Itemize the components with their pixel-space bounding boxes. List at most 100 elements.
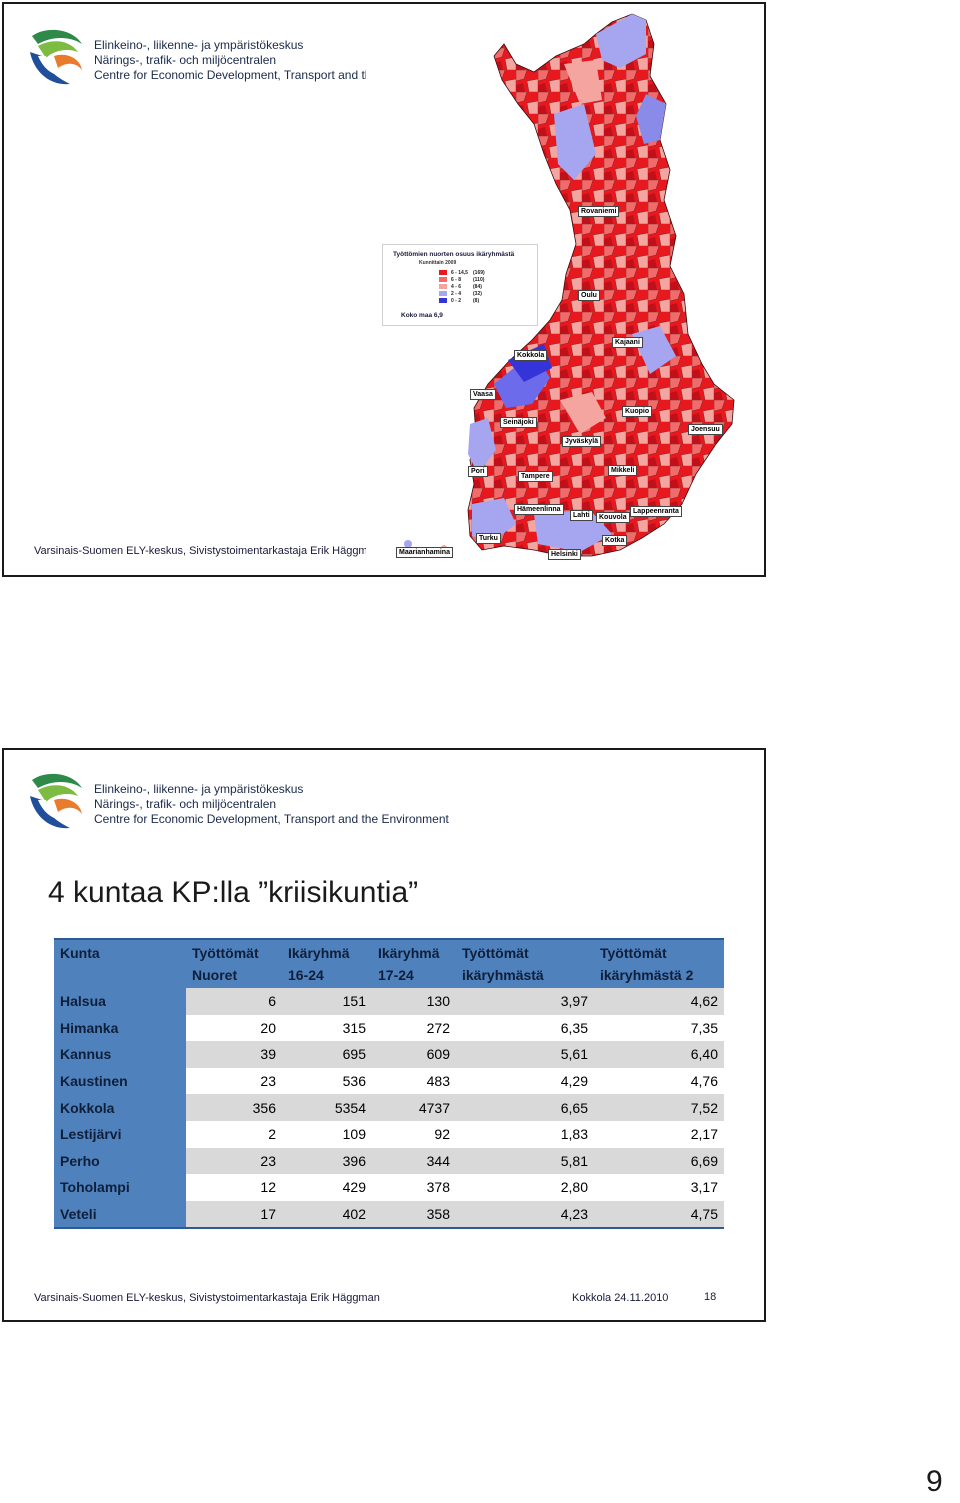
map-region-lapland-west	[554, 104, 596, 180]
map-region-northeast	[636, 94, 666, 144]
table-cell: Halsua	[54, 988, 186, 1015]
legend-total: Koko maa 6,9	[401, 312, 443, 319]
table-cell: Veteli	[54, 1200, 186, 1229]
legend-swatch	[439, 270, 447, 275]
map-legend: Työttömien nuorten osuus ikäryhmästä Kun…	[382, 244, 538, 326]
table-cell: 315	[282, 1014, 372, 1042]
table-cell: 6,69	[594, 1147, 724, 1175]
column-header: Työttömät Nuoret	[186, 938, 282, 988]
org-name-fi: Elinkeino-, liikenne- ja ympäristökeskus	[94, 38, 304, 52]
slide-number: 18	[704, 1291, 717, 1303]
city-label: Joensuu	[688, 424, 723, 435]
column-header: Kunta	[54, 938, 186, 988]
city-label: Pori	[468, 466, 488, 477]
table-cell: 23	[186, 1147, 282, 1175]
column-header: Ikäryhmä 16-24	[282, 938, 372, 988]
legend-row: 0 - 2 (8)	[439, 297, 479, 304]
slide-table: Elinkeino-, liikenne- ja ympäristökeskus…	[2, 748, 766, 1322]
table-cell: 536	[282, 1067, 372, 1095]
page-number: 9	[926, 1465, 943, 1498]
table-row: Halsua 6 151 130 3,97 4,62	[54, 988, 724, 1015]
table-cell: 4737	[372, 1094, 456, 1121]
table-row: Toholampi 12 429 378 2,80 3,17	[54, 1174, 724, 1201]
table-cell: Lestijärvi	[54, 1120, 186, 1148]
legend-title: Työttömien nuorten osuus ikäryhmästä	[393, 251, 515, 258]
legend-count: (110)	[473, 276, 485, 283]
table-row: Kaustinen 23 536 483 4,29 4,76	[54, 1067, 724, 1095]
table-cell: Toholampi	[54, 1174, 186, 1201]
table-cell: 483	[372, 1067, 456, 1095]
legend-row: 6 - 8 (110)	[439, 276, 484, 283]
org-name: Elinkeino-, liikenne- ja ympäristökeskus…	[94, 782, 494, 827]
map-region-coast-w	[468, 418, 496, 474]
city-label: Lappeenranta	[630, 506, 682, 517]
table-cell: 4,76	[594, 1067, 724, 1095]
unemployment-table: Kunta Työttömät Nuoret Ikäryhmä 16-24 Ikär…	[54, 938, 724, 1229]
table-cell: 151	[282, 988, 372, 1015]
table-cell: 130	[372, 988, 456, 1015]
table-cell: 609	[372, 1041, 456, 1068]
table-cell: 4,29	[456, 1067, 594, 1095]
legend-count: (169)	[473, 269, 485, 276]
city-label: Rovaniemi	[578, 206, 620, 217]
legend-count: (84)	[473, 283, 482, 290]
legend-count: (32)	[473, 290, 482, 297]
org-name-sv: Närings-, trafik- och miljöcentralen	[94, 53, 277, 67]
table-cell: Kaustinen	[54, 1067, 186, 1095]
city-label: Lahti	[570, 510, 593, 521]
table-cell: 6,65	[456, 1094, 594, 1121]
table-cell: 396	[282, 1147, 372, 1175]
table-cell: 7,52	[594, 1094, 724, 1121]
table-cell: Kokkola	[54, 1094, 186, 1121]
org-name-en: Centre for Economic Development, Transpo…	[94, 812, 449, 826]
table-cell: 4,62	[594, 988, 724, 1015]
table-cell: 23	[186, 1067, 282, 1095]
city-label: Maarianhamina	[396, 547, 453, 558]
column-header: Työttömät ikäryhmästä	[456, 938, 594, 988]
table-cell: 5,81	[456, 1147, 594, 1175]
slide-title: 4 kuntaa KP:lla ”kriisikuntia”	[48, 876, 419, 909]
table-cell: 5,61	[456, 1041, 594, 1068]
column-header: Ikäryhmä 17-24	[372, 938, 456, 988]
table-row: Kannus 39 695 609 5,61 6,40	[54, 1041, 724, 1068]
map-region-southwest	[472, 498, 516, 542]
legend-subtitle: Kunnittain 2009	[419, 260, 457, 266]
table-cell: 5354	[282, 1094, 372, 1121]
legend-swatch	[439, 277, 447, 282]
table-cell: 429	[282, 1174, 372, 1201]
table-cell: Himanka	[54, 1014, 186, 1042]
city-label: Seinäjoki	[500, 417, 537, 428]
city-label: Mikkeli	[608, 465, 638, 476]
footer-author: Varsinais-Suomen ELY-keskus, Sivistystoi…	[34, 545, 366, 557]
table-cell: 378	[372, 1174, 456, 1201]
org-name-sv: Närings-, trafik- och miljöcentralen	[94, 797, 277, 811]
table-row: Kokkola 356 5354 4737 6,65 7,52	[54, 1094, 724, 1121]
table-cell: Kannus	[54, 1041, 186, 1068]
city-label: Helsinki	[548, 549, 581, 560]
legend-row: 6 - 14,5 (169)	[439, 269, 485, 276]
city-label: Jyväskylä	[562, 436, 602, 447]
table-cell: 4,23	[456, 1200, 594, 1229]
table-cell: 92	[372, 1120, 456, 1148]
table-row: Veteli 17 402 358 4,23 4,75	[54, 1200, 724, 1229]
table-cell: 3,17	[594, 1174, 724, 1201]
legend-row: 2 - 4 (32)	[439, 290, 482, 297]
city-label: Kotka	[602, 535, 628, 546]
legend-swatch	[439, 284, 447, 289]
table-cell: 2	[186, 1120, 282, 1148]
table-cell: 356	[186, 1094, 282, 1121]
city-label: Vaasa	[470, 389, 496, 400]
table-cell: 344	[372, 1147, 456, 1175]
ely-logo-icon	[30, 773, 82, 829]
city-label: Tampere	[518, 471, 553, 482]
ely-logo-icon	[30, 29, 82, 85]
city-label: Turku	[476, 533, 501, 544]
legend-range: 2 - 4	[451, 290, 462, 297]
footer-date: Kokkola 24.11.2010	[572, 1292, 669, 1304]
table-row: Himanka 20 315 272 6,35 7,35	[54, 1014, 724, 1042]
table-cell: 39	[186, 1041, 282, 1068]
org-name-fi: Elinkeino-, liikenne- ja ympäristökeskus	[94, 782, 304, 796]
org-name-en: Centre for Economic Development, Transpo…	[94, 68, 366, 82]
table-cell: 1,83	[456, 1120, 594, 1148]
legend-range: 6 - 8	[451, 276, 462, 283]
